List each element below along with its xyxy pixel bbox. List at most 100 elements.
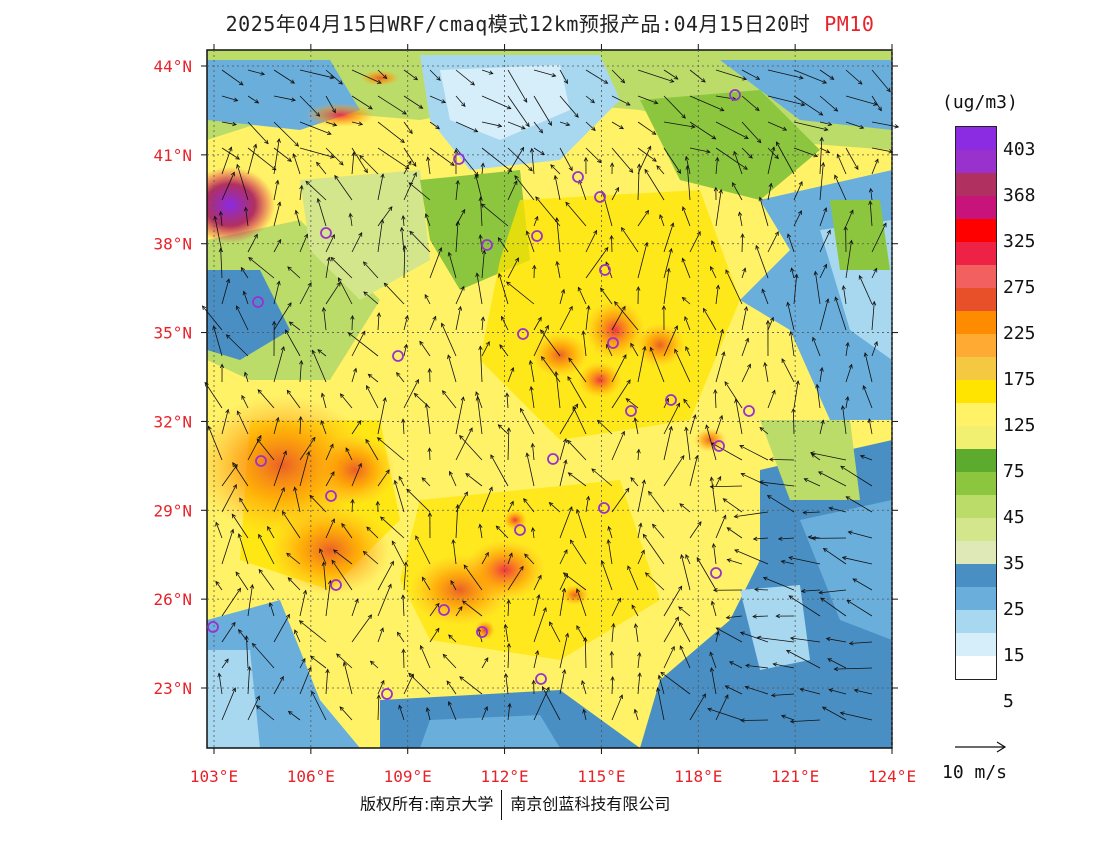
wind-arrow (429, 246, 443, 279)
wind-arrow (351, 419, 362, 435)
wind-arrow (273, 147, 292, 162)
wind-arrow (559, 668, 567, 695)
city-marker (729, 89, 741, 101)
legend-swatch (956, 311, 996, 334)
wind-arrow (221, 483, 237, 513)
wind-arrow (630, 477, 639, 487)
wind-arrow (350, 498, 355, 513)
wind-arrow (840, 465, 873, 487)
wind-arrow (611, 95, 631, 106)
wind-arrow (793, 121, 829, 132)
wind-arrow (679, 621, 691, 643)
wind-arrow (341, 522, 353, 539)
wind-arrow (822, 548, 847, 565)
wind-arrow (424, 403, 431, 435)
wind-arrow (251, 642, 275, 669)
wind-arrow (499, 344, 509, 357)
lon-label: 115°E (577, 767, 625, 786)
legend-swatch (956, 564, 996, 587)
wind-arrow (442, 653, 457, 669)
wind-arrow (377, 396, 387, 435)
wind-arrow (817, 471, 847, 487)
wind-arrow (715, 121, 749, 139)
wind-arrow (633, 708, 639, 721)
wind-arrow (833, 666, 873, 672)
wind-arrow (480, 162, 485, 175)
wind-arrow (559, 506, 573, 539)
wind-arrow (734, 549, 769, 565)
wind-arrow (868, 200, 873, 227)
wind-arrow (819, 121, 833, 127)
wind-arrow (755, 244, 769, 279)
wind-arrow (321, 561, 327, 591)
wind-arrow (231, 513, 249, 539)
wind-arrow (726, 558, 743, 565)
wind-arrow (320, 392, 327, 409)
lat-label: 35°N (153, 324, 192, 343)
lon-label: 106°E (287, 767, 335, 786)
wind-arrow (871, 341, 878, 357)
wind-arrow (325, 668, 330, 695)
wind-arrow (681, 257, 691, 279)
wind-arrow (575, 588, 587, 617)
wind-arrow (834, 174, 847, 201)
wind-arrow (724, 381, 743, 409)
wind-arrow (715, 188, 723, 227)
wind-arrow (507, 702, 512, 721)
wind-arrow (507, 121, 526, 130)
wind-arrow (649, 346, 665, 383)
wind-arrow (377, 627, 384, 643)
wind-arrow (767, 316, 774, 331)
wind-arrow (320, 420, 327, 435)
wind-arrow (481, 69, 494, 75)
wind-arrow (559, 403, 579, 435)
wind-arrow (299, 184, 304, 201)
wind-arrow (336, 653, 353, 669)
legend-swatch (956, 242, 996, 265)
wind-arrow (696, 556, 717, 591)
legend-tick-label: 175 (1003, 369, 1036, 390)
legend-tick-label: 325 (1003, 231, 1036, 252)
wind-arrow (524, 553, 535, 565)
wind-arrow (377, 173, 385, 201)
wind-arrow (299, 147, 335, 159)
copyright-left: 版权所有:南京大学 (360, 794, 494, 814)
wind-arrow (247, 695, 260, 721)
wind-arrow (715, 147, 748, 170)
lat-label: 23°N (153, 679, 192, 698)
wind-arrow (802, 510, 821, 515)
wind-arrow (273, 486, 285, 513)
wind-arrow (507, 147, 533, 172)
wind-arrow (271, 320, 277, 357)
wind-arrow (299, 666, 312, 695)
wind-arrow (559, 459, 568, 487)
wind-arrow (684, 426, 691, 461)
wind-arrow (298, 415, 303, 435)
lat-label: 41°N (153, 146, 192, 165)
wind-arrow (684, 316, 691, 331)
wind-arrow (339, 393, 353, 409)
wind-arrow (715, 627, 743, 643)
city-marker (207, 621, 219, 633)
wind-reference-label: 10 m/s (942, 762, 1008, 783)
wind-arrow (819, 207, 828, 227)
legend-swatch (956, 265, 996, 288)
wind-arrow (319, 548, 327, 565)
wind-arrow (756, 635, 795, 643)
wind-arrow (863, 352, 873, 383)
city-marker (531, 230, 543, 242)
wind-arrow (398, 704, 405, 721)
wind-arrow (555, 260, 561, 279)
wind-arrow (447, 701, 457, 721)
wind-arrow (366, 526, 379, 539)
wind-arrow (549, 621, 561, 643)
wind-arrow (871, 158, 879, 175)
wind-arrow (366, 385, 379, 409)
wind-arrow (611, 147, 634, 173)
wind-arrow (221, 146, 233, 175)
wind-arrow (474, 174, 483, 201)
wind-arrow (680, 554, 691, 591)
wind-arrow (535, 196, 561, 227)
wind-arrow (585, 95, 595, 104)
wind-arrow (788, 595, 821, 617)
